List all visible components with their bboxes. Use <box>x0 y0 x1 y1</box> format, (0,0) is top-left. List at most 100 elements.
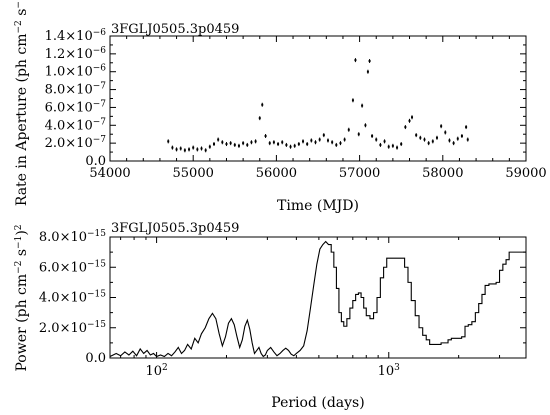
light-curve-point <box>225 143 228 146</box>
light-curve-point <box>192 146 195 149</box>
light-curve-point <box>404 126 407 129</box>
light-curve-x-label: Time (MJD) <box>277 198 359 214</box>
light-curve-point <box>383 140 386 143</box>
periodogram-y-tick-label: 4.0×10−15 <box>39 290 106 306</box>
light-curve-point <box>242 142 245 145</box>
periodogram-y-tick-label: 6.0×10−15 <box>39 259 106 275</box>
light-curve-point <box>396 146 399 149</box>
light-curve-point <box>306 143 309 146</box>
light-curve-y-tick-label: 6.0×10−7 <box>45 99 107 115</box>
light-curve-points <box>167 58 469 153</box>
light-curve-point <box>272 141 275 144</box>
light-curve-point <box>371 135 374 137</box>
light-curve-point <box>285 143 288 146</box>
light-curve-point <box>237 144 240 147</box>
light-curve-point <box>387 145 390 148</box>
light-curve-point <box>314 141 317 144</box>
periodogram-y-tick-label: 0.0 <box>85 351 106 366</box>
light-curve-point <box>326 139 329 142</box>
light-curve-point <box>204 149 207 152</box>
light-curve-point <box>440 125 443 128</box>
periodogram-ticks: 102 103 0.0 2.0×10−15 4.0×10−15 6.0×10−15 8.0×… <box>39 229 526 379</box>
light-curve-point <box>277 143 280 146</box>
light-curve-point <box>419 136 422 139</box>
light-curve-point <box>217 138 220 141</box>
light-curve-point <box>456 137 459 140</box>
light-curve-point <box>246 143 249 146</box>
periodogram-frame <box>109 236 527 359</box>
light-curve-point <box>435 136 438 139</box>
light-curve-title: 3FGLJ0505.3p0459 <box>111 22 239 37</box>
light-curve-point <box>302 140 305 143</box>
light-curve-point <box>297 143 300 146</box>
light-curve-point <box>213 143 215 146</box>
light-curve-point <box>229 142 232 145</box>
light-curve-point <box>368 60 371 62</box>
light-curve-point <box>250 141 253 144</box>
periodogram-panel: 3FGLJ0505.3p0459 102 103 0.0 2.0×10−15 4.0×1… <box>14 221 527 411</box>
light-curve-x-tick-label: 54000 <box>89 166 130 181</box>
light-curve-point <box>264 135 267 137</box>
light-curve-y-tick-label: 2.0×10−7 <box>45 135 107 151</box>
light-curve-point <box>408 119 411 122</box>
light-curve-point <box>375 138 378 141</box>
periodogram-x-tick-label: 102 <box>145 363 167 379</box>
light-curve-point <box>411 116 414 119</box>
light-curve-point <box>331 141 334 144</box>
light-curve-y-tick-label: 0.0 <box>85 154 106 169</box>
periodogram-y-tick-label: 8.0×10−15 <box>39 229 106 245</box>
light-curve-point <box>339 142 342 145</box>
light-curve-point <box>452 142 455 145</box>
light-curve-point <box>343 138 346 141</box>
periodogram-x-label: Period (days) <box>271 395 364 411</box>
light-curve-y-tick-label: 1.2×10−6 <box>45 46 107 62</box>
periodogram-y-tick-label: 2.0×10−15 <box>39 320 106 336</box>
periodogram-series-line <box>109 240 526 358</box>
light-curve-point <box>466 138 469 141</box>
light-curve-y-tick-label: 8.0×10−7 <box>45 82 107 98</box>
light-curve-y-label: Rate in Aperture (ph cm−2 s−1) <box>14 0 30 206</box>
light-curve-point <box>427 142 430 145</box>
periodogram-title: 3FGLJ0505.3p0459 <box>111 221 239 236</box>
light-curve-point <box>175 148 178 151</box>
light-curve-point <box>200 147 203 150</box>
light-curve-x-tick-label: 55000 <box>173 166 214 181</box>
light-curve-point <box>354 59 357 62</box>
light-curve-point <box>391 144 394 147</box>
light-curve-point <box>183 149 186 152</box>
light-curve-point <box>335 143 338 146</box>
light-curve-point <box>379 143 382 146</box>
light-curve-frame <box>109 35 527 162</box>
periodogram-y-label: Power (ph cm−2 s−1)2 <box>14 224 30 371</box>
light-curve-point <box>293 144 296 147</box>
light-curve-point <box>366 70 369 73</box>
light-curve-x-tick-label: 58000 <box>422 166 463 181</box>
light-curve-point <box>444 131 447 134</box>
light-curve-point <box>221 141 224 144</box>
light-curve-point <box>322 134 325 137</box>
light-curve-point <box>254 140 257 143</box>
light-curve-point <box>364 124 367 127</box>
light-curve-point <box>258 117 261 120</box>
light-curve-point <box>310 139 313 142</box>
light-curve-x-tick-label: 57000 <box>339 166 380 181</box>
light-curve-point <box>171 146 174 149</box>
light-curve-point <box>289 145 292 148</box>
light-curve-point <box>179 147 182 150</box>
light-curve-x-tick-label: 56000 <box>256 166 297 181</box>
light-curve-panel: 3FGLJ0505.3p0459 54000 55000 56000 57000 580… <box>14 0 547 214</box>
light-curve-point <box>465 126 468 129</box>
light-curve-point <box>423 138 426 141</box>
light-curve-point <box>347 128 350 131</box>
light-curve-point <box>261 103 264 106</box>
periodogram-x-tick-label: 103 <box>378 363 401 379</box>
light-curve-point <box>361 104 364 107</box>
light-curve-point <box>460 135 463 137</box>
light-curve-point <box>351 99 354 102</box>
light-curve-point <box>400 143 403 146</box>
light-curve-point <box>208 145 211 148</box>
light-curve-point <box>281 141 284 144</box>
light-curve-point <box>188 148 191 151</box>
light-curve-ticks: 54000 55000 56000 57000 58000 59000 0.0 2.0×10−… <box>45 28 547 181</box>
